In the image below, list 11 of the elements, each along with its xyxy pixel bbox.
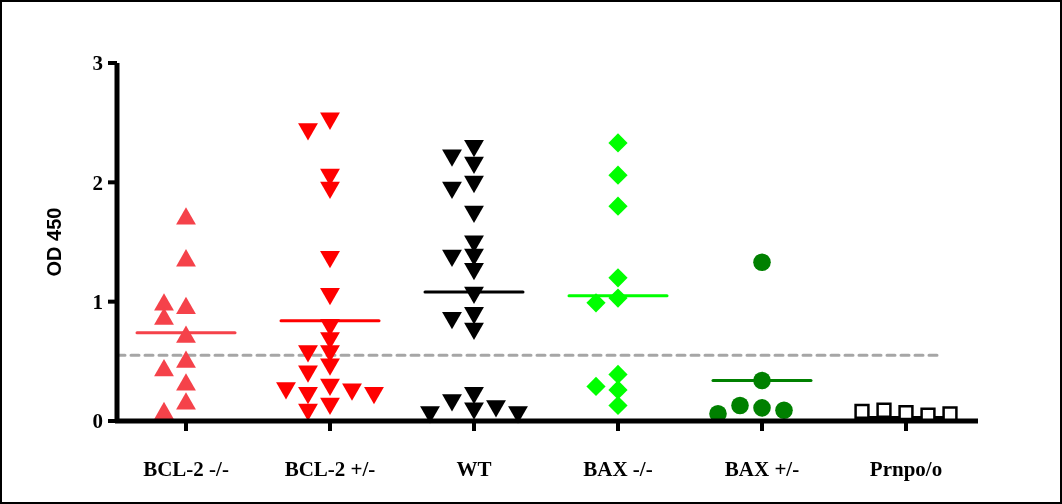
x-tick-label: BCL-2 +/- bbox=[284, 457, 376, 481]
x-tick-label: BCL-2 -/- bbox=[143, 457, 229, 481]
y-tick-label: 0 bbox=[92, 409, 103, 434]
x-tick-label: Prnpo/o bbox=[869, 457, 943, 481]
x-tick-label: WT bbox=[456, 457, 492, 481]
x-tick-label: BAX +/- bbox=[724, 457, 800, 481]
y-tick-label: 1 bbox=[92, 290, 103, 315]
y-axis-title: OD 450 bbox=[43, 207, 65, 277]
y-tick-label: 3 bbox=[92, 51, 103, 76]
y-tick-label: 2 bbox=[92, 170, 103, 195]
x-tick-label: BAX -/- bbox=[583, 457, 653, 481]
